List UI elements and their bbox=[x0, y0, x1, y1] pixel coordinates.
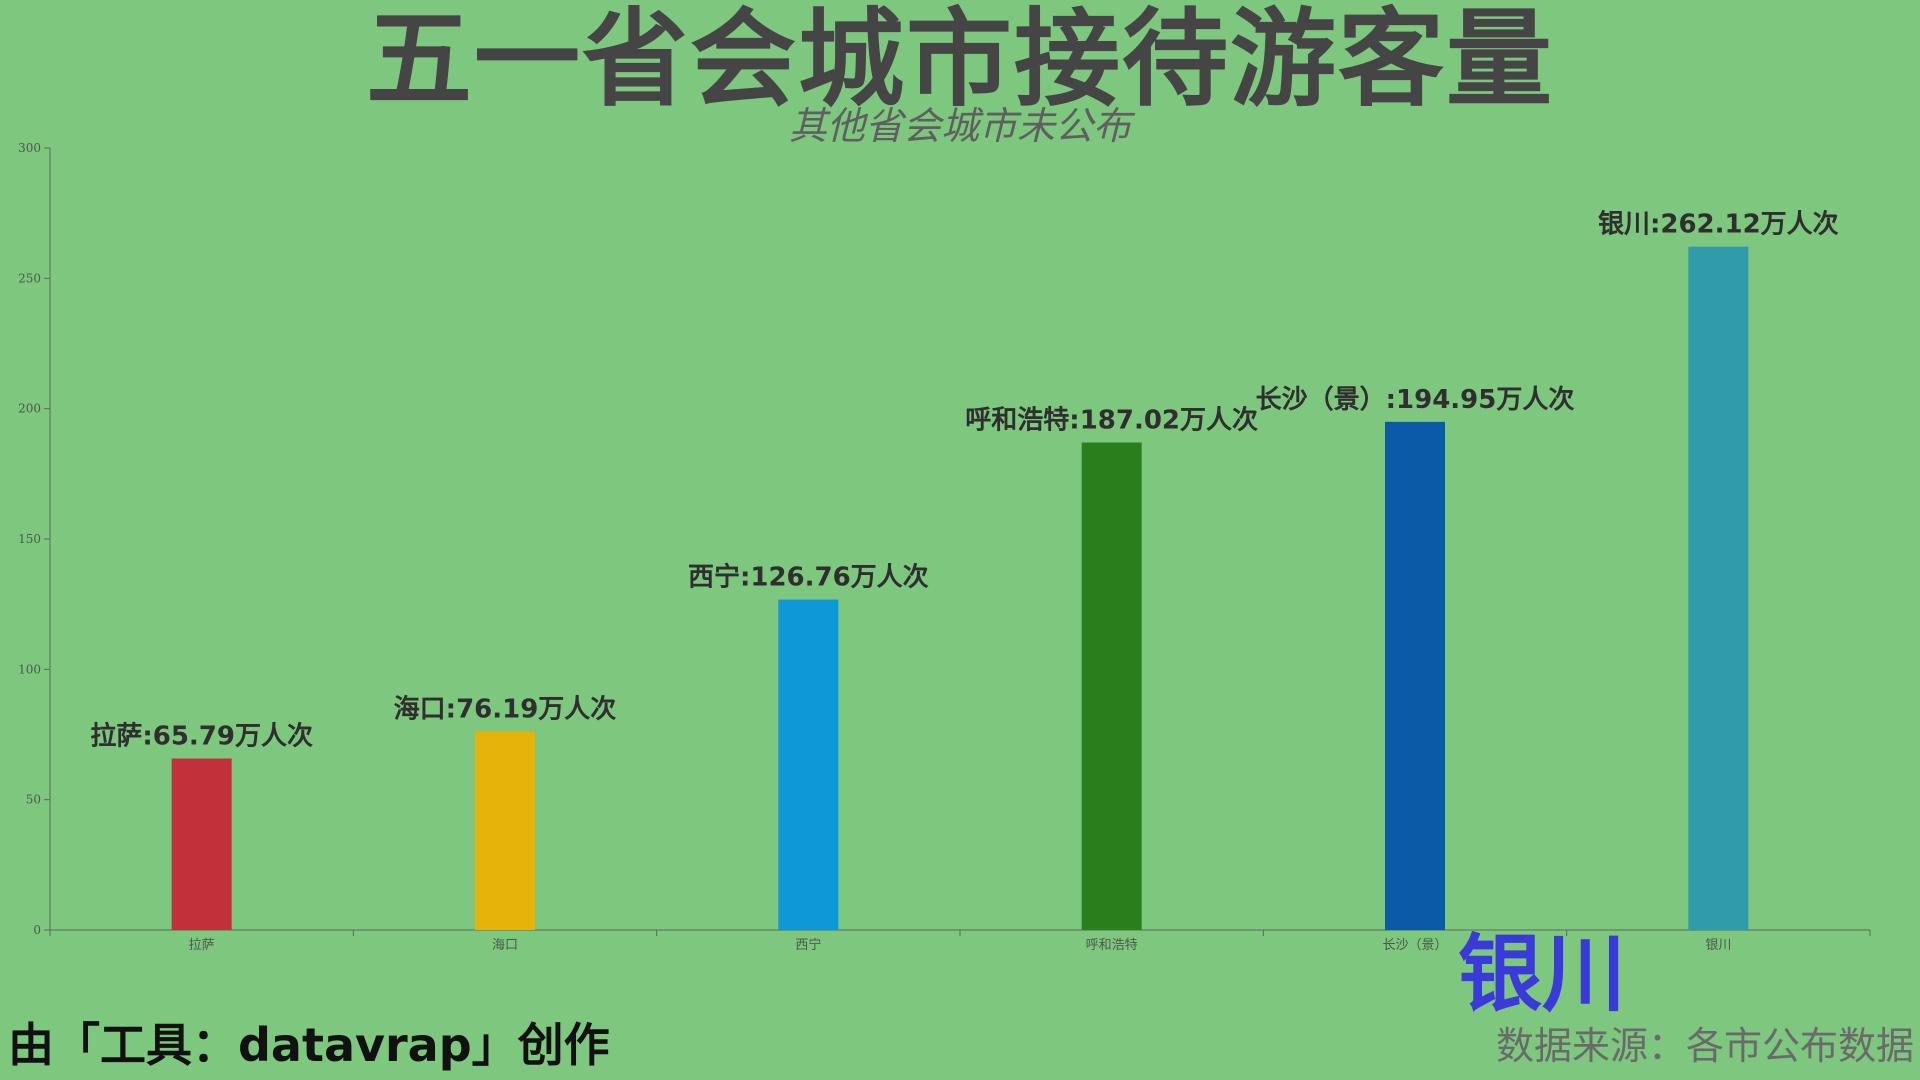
bar bbox=[1688, 246, 1749, 930]
bar-data-label: 西宁:126.76万人次 bbox=[688, 562, 929, 593]
bar-data-label: 长沙（景）:194.95万人次 bbox=[1256, 385, 1575, 415]
chart-bars bbox=[171, 246, 1749, 930]
bar-data-label: 呼和浩特:187.02万人次 bbox=[965, 405, 1258, 436]
chart-data-labels: 拉萨:65.79万人次 海口:76.19万人次 西宁:126.76万人次 呼和浩特:1… bbox=[90, 210, 1838, 752]
current-highlight-label: 银川 bbox=[1458, 925, 1627, 1023]
bar bbox=[171, 758, 232, 930]
y-tick-label: 50 bbox=[26, 793, 41, 807]
x-tick-label: 拉萨 bbox=[189, 938, 215, 953]
bar bbox=[475, 731, 535, 930]
bar bbox=[1081, 442, 1142, 930]
y-tick-label: 0 bbox=[33, 923, 41, 937]
x-tick-label: 西宁 bbox=[795, 937, 821, 953]
x-tick-label: 长沙（景） bbox=[1382, 938, 1447, 953]
bar bbox=[1385, 421, 1445, 930]
chart-axes: 0 50 100 150 200 250 300 拉萨 海口 西宁 呼和浩特 长沙（景） 银川 bbox=[18, 141, 1871, 953]
data-source-text: 数据来源：各市公布数据 bbox=[1495, 1024, 1914, 1068]
x-tick-label: 银川 bbox=[1705, 938, 1731, 953]
x-tick-label: 海口 bbox=[492, 938, 518, 953]
y-tick-label: 200 bbox=[18, 402, 41, 416]
bar-data-label: 银川:262.12万人次 bbox=[1598, 210, 1839, 240]
x-tick-label: 呼和浩特 bbox=[1086, 938, 1138, 953]
bar-data-label: 海口:76.19万人次 bbox=[394, 694, 617, 724]
bar-data-label: 拉萨:65.79万人次 bbox=[90, 721, 313, 752]
credit-text: 由「工具：datavrap」创作 bbox=[8, 1018, 610, 1072]
bar bbox=[778, 599, 839, 930]
y-tick-label: 250 bbox=[18, 271, 41, 285]
y-tick-label: 300 bbox=[18, 141, 41, 155]
chart-title: 五一省会城市接待游客量 bbox=[366, 0, 1554, 121]
y-tick-label: 150 bbox=[18, 532, 41, 546]
chart-subtitle: 其他省会城市未公布 bbox=[788, 104, 1131, 148]
y-tick-label: 100 bbox=[18, 662, 41, 676]
